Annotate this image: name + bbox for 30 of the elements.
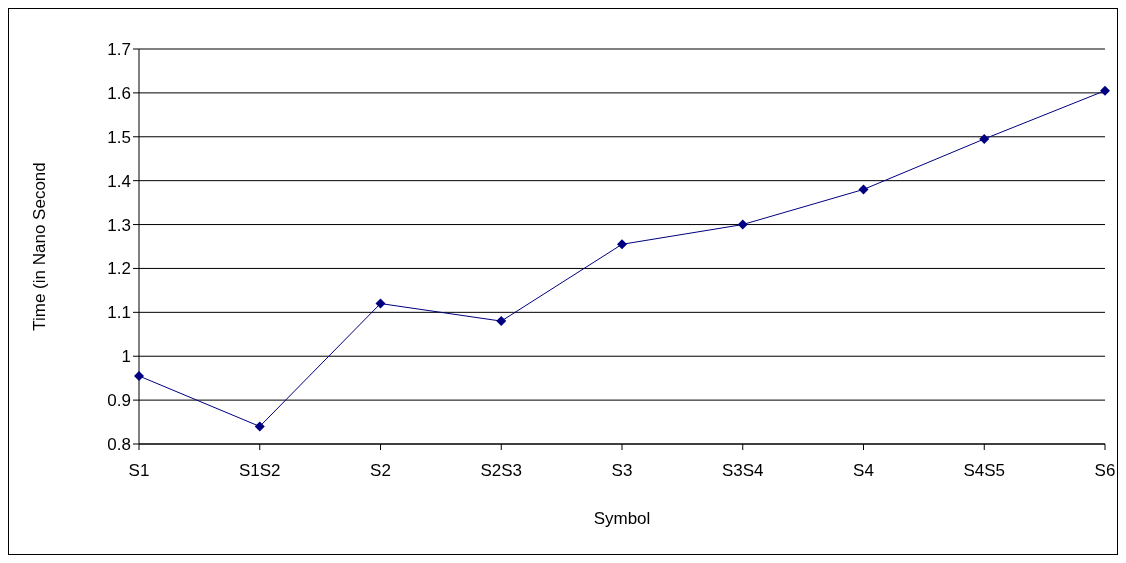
x-tick-label: S2S3 — [480, 461, 523, 481]
y-axis-title: Time (in Nano Second — [30, 162, 50, 331]
y-tick-label: 1 — [121, 347, 131, 367]
x-tick-label: S2 — [370, 461, 391, 481]
y-tick-label: 0.9 — [107, 391, 131, 411]
point — [254, 421, 265, 432]
y-tick-label: 1.7 — [107, 40, 131, 60]
x-tick-label: S4S5 — [963, 461, 1006, 481]
x-tick-label: S1S2 — [238, 461, 281, 481]
x-tick-label: S6 — [1094, 461, 1116, 481]
x-tick-label: S3 — [611, 461, 633, 481]
y-tick-label: 1.6 — [107, 83, 131, 103]
point — [617, 239, 627, 250]
y-tick-label: 0.8 — [107, 435, 131, 455]
point — [134, 370, 144, 381]
x-tick-label: S1 — [128, 461, 150, 481]
point — [1100, 85, 1110, 96]
x-tick-label: S3S4 — [721, 461, 764, 481]
point — [858, 184, 869, 195]
point — [737, 219, 748, 230]
y-tick-label: 1.1 — [107, 303, 131, 323]
point — [979, 133, 990, 144]
point — [496, 316, 507, 327]
y-tick-label: 1.2 — [107, 259, 131, 279]
y-tick-label: 1.5 — [107, 127, 131, 147]
y-tick-label: 1.4 — [107, 171, 131, 191]
x-tick-label: S4 — [853, 461, 874, 481]
y-tick-label: 1.3 — [107, 215, 131, 235]
point — [375, 298, 386, 309]
x-axis-title: Symbol — [593, 509, 651, 528]
